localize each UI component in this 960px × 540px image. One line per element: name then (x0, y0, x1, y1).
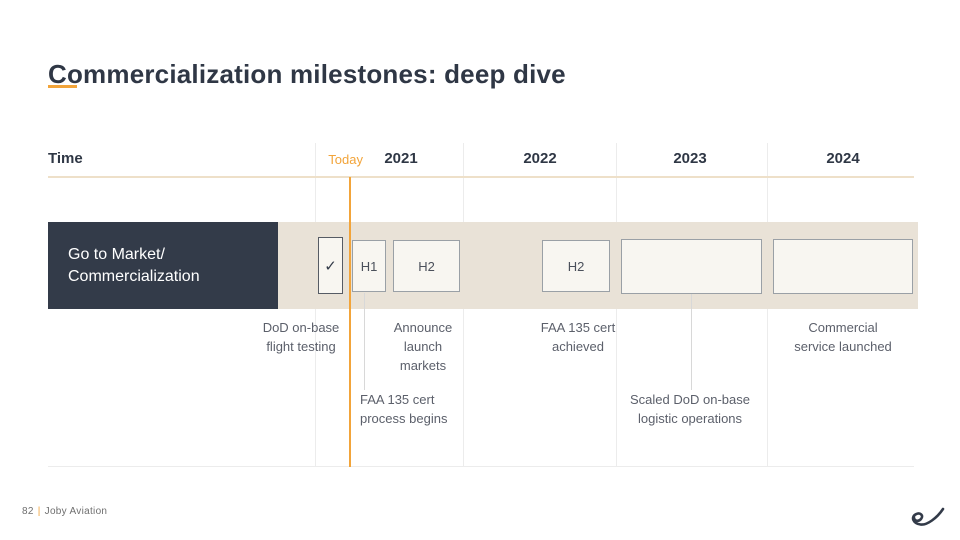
year-label-2023: 2023 (673, 150, 707, 167)
time-axis-label: Time (48, 150, 83, 167)
year-label-2024: 2024 (826, 150, 860, 167)
note-commercial-service-launched: Commercial service launched (794, 320, 892, 354)
note-dod-flight-testing: DoD on-base flight testing (262, 320, 340, 354)
milestone-box-completed: ✓ (318, 237, 343, 294)
joby-logo-icon (911, 507, 945, 526)
timeline-header-rule (48, 176, 914, 178)
brand-name: Joby Aviation (44, 506, 108, 517)
timeline-bottom-rule (48, 466, 914, 467)
note-announce-launch-markets: Announce launch markets (393, 320, 453, 373)
footer-separator: | (37, 506, 41, 517)
row-header-label: Go to Market/ Commercialization (68, 245, 200, 285)
note-faa-135-achieved: FAA 135 cert achieved (540, 320, 616, 354)
page-title: Commercialization milestones: deep dive (48, 59, 566, 90)
milestone-box-h1-2021: H1 (352, 240, 386, 292)
row-header-go-to-market: Go to Market/ Commercialization (48, 222, 278, 309)
footer: 82 | Joby Aviation (22, 506, 107, 517)
connector-h1-note (364, 293, 365, 390)
checkmark-icon: ✓ (324, 257, 337, 275)
note-faa-135-process-begins: FAA 135 cert process begins (360, 392, 448, 426)
year-label-2021: 2021 (384, 150, 418, 167)
milestone-box-h2-2021: H2 (393, 240, 460, 292)
year-label-2022: 2022 (523, 150, 557, 167)
title-accent-underline (48, 85, 77, 88)
today-label: Today (328, 152, 363, 167)
milestone-box-2024 (773, 239, 913, 294)
milestone-box-2023 (621, 239, 762, 294)
page-number: 82 (22, 506, 34, 517)
note-scaled-dod-logistics: Scaled DoD on-base logistic operations (630, 392, 750, 426)
milestone-box-h2-2022: H2 (542, 240, 610, 292)
connector-2023-note (691, 294, 692, 390)
today-marker-line (349, 177, 351, 467)
